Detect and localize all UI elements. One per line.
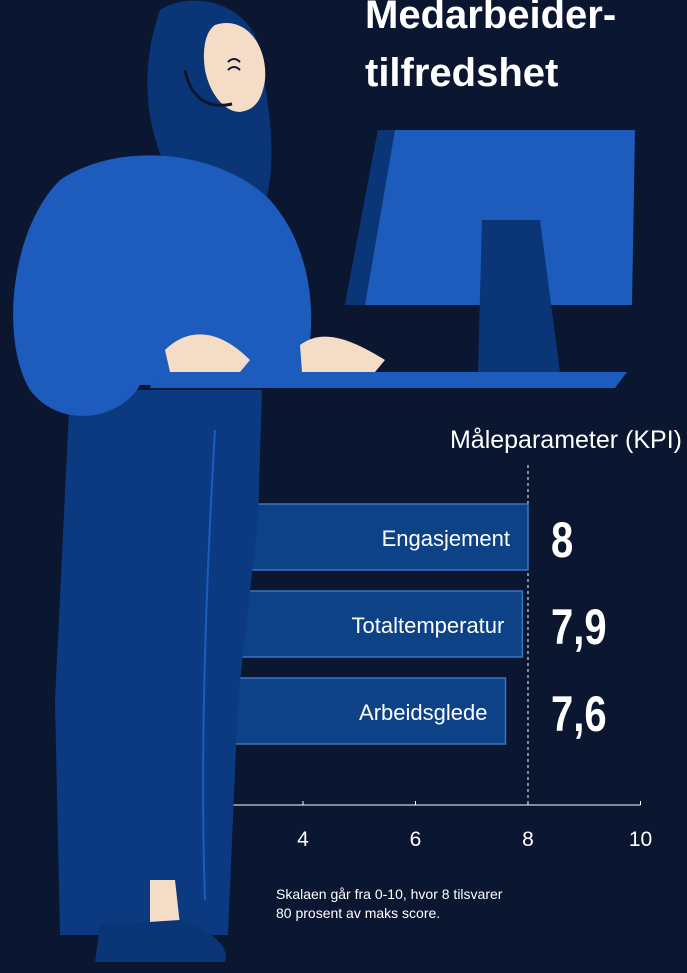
axis-label: Måleparameter (KPI): [450, 426, 682, 454]
value-label: 7,9: [551, 599, 607, 655]
bar-label: Engasjement: [382, 526, 510, 551]
x-tick-label: 6: [410, 828, 422, 851]
shoe: [95, 920, 226, 962]
monitor-edge: [345, 130, 395, 305]
value-label: 7,6: [551, 686, 607, 742]
monitor-stand: [478, 220, 560, 372]
headset: [183, 69, 233, 107]
note: 80 prosent av maks score.: [276, 905, 440, 921]
note: Skalaen går fra 0-10, hvor 8 tilsvarer: [276, 886, 503, 902]
bar-label: Arbeidsglede: [359, 700, 487, 725]
x-tick-label: 8: [522, 828, 534, 851]
x-tick-label: 10: [629, 828, 652, 851]
chart-layer: 4 6 8 10 Engasjement 8 Totaltemperatur 7,9 Arbei…: [217, 465, 652, 851]
illustration: [13, 0, 635, 962]
dress: [55, 390, 262, 935]
desk: [150, 372, 627, 388]
leg: [150, 880, 180, 925]
bar: [217, 677, 507, 745]
bar-label: Totaltemperatur: [352, 613, 505, 638]
x-tick-label: 4: [297, 828, 309, 851]
dress-fold: [202, 429, 216, 901]
bar: [217, 590, 524, 658]
monitor: [345, 130, 635, 305]
title-line: tilfredshet: [365, 51, 558, 95]
title-line: Medarbeider-: [365, 0, 616, 37]
hand: [300, 336, 385, 372]
bar: [217, 503, 529, 571]
eye: [227, 58, 241, 71]
hand: [165, 334, 250, 372]
value-label: 8: [551, 512, 573, 568]
